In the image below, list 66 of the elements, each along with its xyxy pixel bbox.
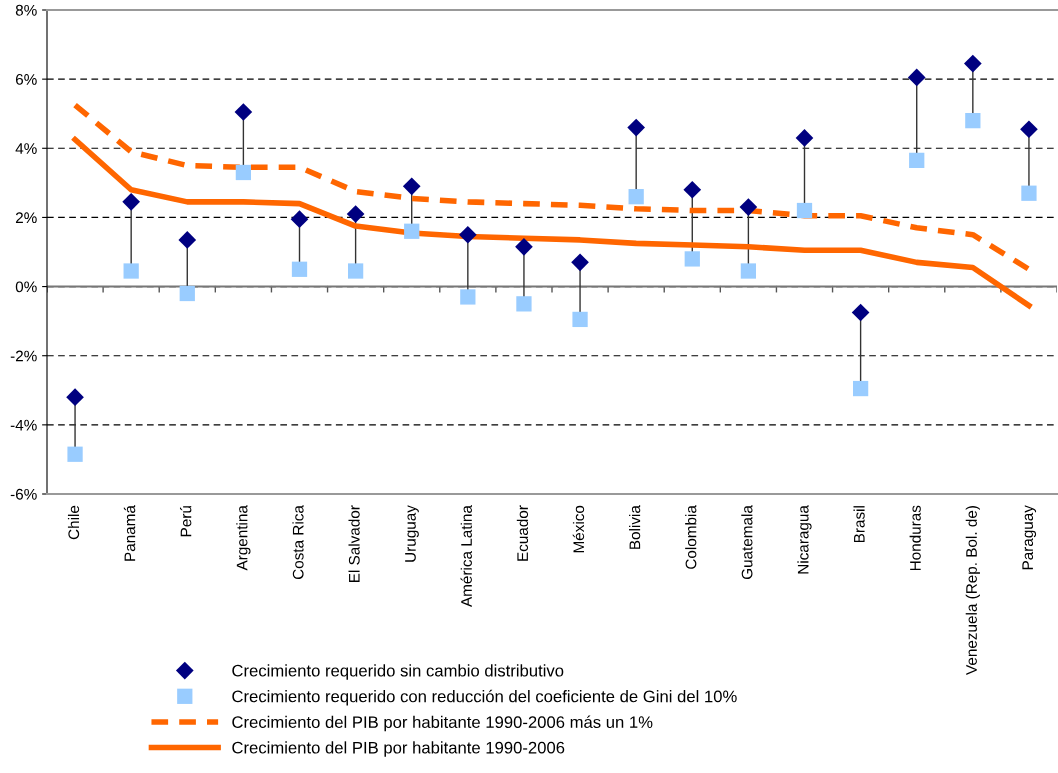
point xyxy=(852,380,869,397)
x-tick-label: México xyxy=(572,505,585,553)
point xyxy=(291,261,308,277)
x-tick-label: Costa Rica xyxy=(292,505,304,580)
point xyxy=(346,205,365,223)
x-tick-label: Paraguay xyxy=(1022,505,1037,570)
y-tick-label: 0% xyxy=(15,281,37,293)
x-tick-label: Chile xyxy=(67,505,80,540)
point xyxy=(571,253,589,272)
y-tick-label: -2% xyxy=(10,350,37,362)
point xyxy=(290,210,309,228)
point xyxy=(234,103,253,121)
y-tick-label: -6% xyxy=(10,488,37,500)
point xyxy=(907,68,926,87)
point xyxy=(628,189,644,205)
point xyxy=(347,263,364,279)
x-tick-label: Uruguay xyxy=(405,505,419,562)
point xyxy=(178,231,197,249)
point xyxy=(739,198,758,216)
y-tick-label: -4% xyxy=(10,419,37,431)
point xyxy=(460,289,476,305)
legend-label: Crecimiento del PIB por habitante 1990-2006 xyxy=(232,741,565,757)
point xyxy=(796,202,813,219)
point xyxy=(683,180,702,199)
point xyxy=(684,251,700,267)
point xyxy=(627,118,646,137)
point xyxy=(515,237,533,256)
point xyxy=(402,177,421,196)
point xyxy=(66,388,84,407)
point xyxy=(909,152,925,169)
point xyxy=(458,225,477,244)
x-tick-label: Ecuador xyxy=(516,505,529,561)
point xyxy=(404,223,420,239)
x-tick-label: Perú xyxy=(179,506,192,537)
x-tick-label: Panamá xyxy=(123,505,136,561)
y-tick-label: 4% xyxy=(15,143,37,154)
point xyxy=(123,263,139,279)
point xyxy=(851,303,870,322)
point xyxy=(122,193,141,211)
point xyxy=(516,296,532,312)
point xyxy=(1021,185,1037,201)
y-tick-label: 8% xyxy=(15,4,37,16)
point xyxy=(179,285,195,302)
x-tick-label: América Latina xyxy=(460,505,472,607)
x-tick-label: Honduras xyxy=(909,505,921,571)
point xyxy=(235,164,252,181)
point xyxy=(572,311,588,328)
x-tick-label: Argentina xyxy=(236,505,251,571)
x-tick-label: Venezuela (Rep. Bol. de) xyxy=(965,506,980,675)
point xyxy=(965,112,981,129)
point xyxy=(67,446,83,462)
x-tick-label: Nicaragua xyxy=(797,505,812,574)
x-tick-label: Colombia xyxy=(685,505,697,569)
point xyxy=(1020,120,1038,139)
x-tick-label: Brasil xyxy=(853,506,865,543)
legend-label: Crecimiento del PIB por habitante 1990-2006 más un 1% xyxy=(232,715,653,732)
x-tick-label: El Salvador xyxy=(348,505,360,582)
legend-label: Crecimiento requerido con reducción del coeficiente de Gini del 10% xyxy=(232,689,737,706)
point xyxy=(963,54,982,73)
point xyxy=(740,263,757,279)
y-tick-label: 6% xyxy=(15,74,37,85)
x-tick-label: Bolivia xyxy=(629,505,641,549)
point xyxy=(795,129,814,147)
x-tick-label: Guatemala xyxy=(741,505,753,580)
y-tick-label: 2% xyxy=(15,212,37,224)
legend-label: Crecimiento requerido sin cambio distributivo xyxy=(232,664,564,680)
